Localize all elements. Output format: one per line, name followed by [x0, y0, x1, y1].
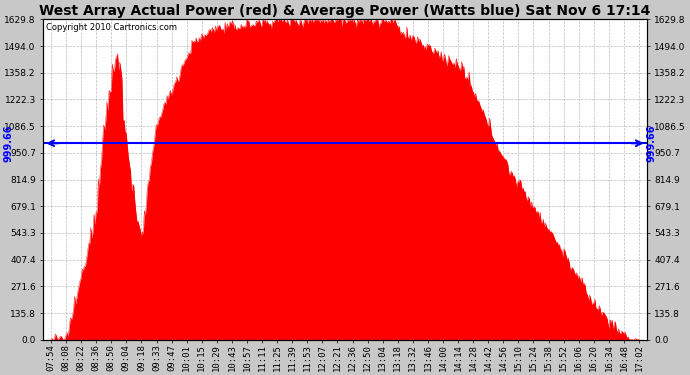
- Text: 999.66: 999.66: [647, 124, 657, 162]
- Text: 999.66: 999.66: [3, 124, 14, 162]
- Text: Copyright 2010 Cartronics.com: Copyright 2010 Cartronics.com: [46, 22, 177, 32]
- Title: West Array Actual Power (red) & Average Power (Watts blue) Sat Nov 6 17:14: West Array Actual Power (red) & Average …: [39, 4, 651, 18]
